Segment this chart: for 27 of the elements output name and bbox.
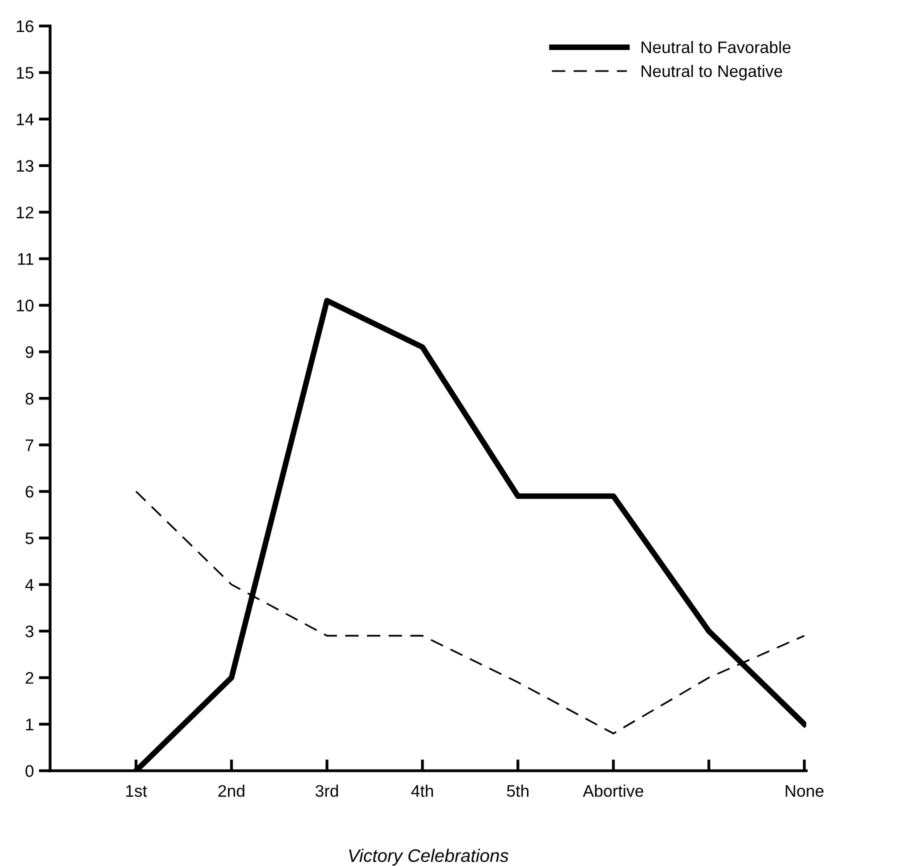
x-tick-label: 5th (506, 784, 528, 797)
y-tick-label: 15 (16, 67, 34, 79)
x-axis-title: Victory Celebrations (349, 848, 508, 866)
y-tick-label: 5 (26, 532, 34, 544)
y-tick-label: 7 (26, 439, 34, 451)
legend-label: Neutral to Favorable (642, 40, 791, 54)
y-tick-label: 16 (16, 20, 34, 32)
y-tick-label: 9 (26, 346, 34, 358)
x-tick-label: 3rd (316, 784, 338, 797)
y-tick-label: 2 (26, 672, 34, 684)
x-tick-label: 1st (126, 785, 148, 797)
x-tick-label: None (786, 785, 824, 797)
y-tick-label: 6 (26, 486, 34, 498)
y-tick-label: 1 (26, 718, 34, 730)
y-tick-label: 10 (16, 300, 34, 312)
y-tick-label: 0 (26, 765, 34, 777)
x-tick-label: 4th (411, 784, 433, 797)
y-tick-label: 8 (26, 392, 34, 405)
y-tick-label: 14 (16, 114, 34, 126)
y-tick-label: 11 (18, 253, 34, 265)
y-tick-label: 4 (25, 579, 34, 591)
x-tick-label: 2nd (218, 784, 244, 797)
y-tick-label: 12 (16, 206, 34, 218)
legend-label: Neutral to Negative (642, 64, 782, 80)
x-tick-label: Abortive (582, 784, 644, 797)
y-tick-label: 13 (16, 160, 34, 172)
y-tick-label: 3 (26, 626, 34, 638)
